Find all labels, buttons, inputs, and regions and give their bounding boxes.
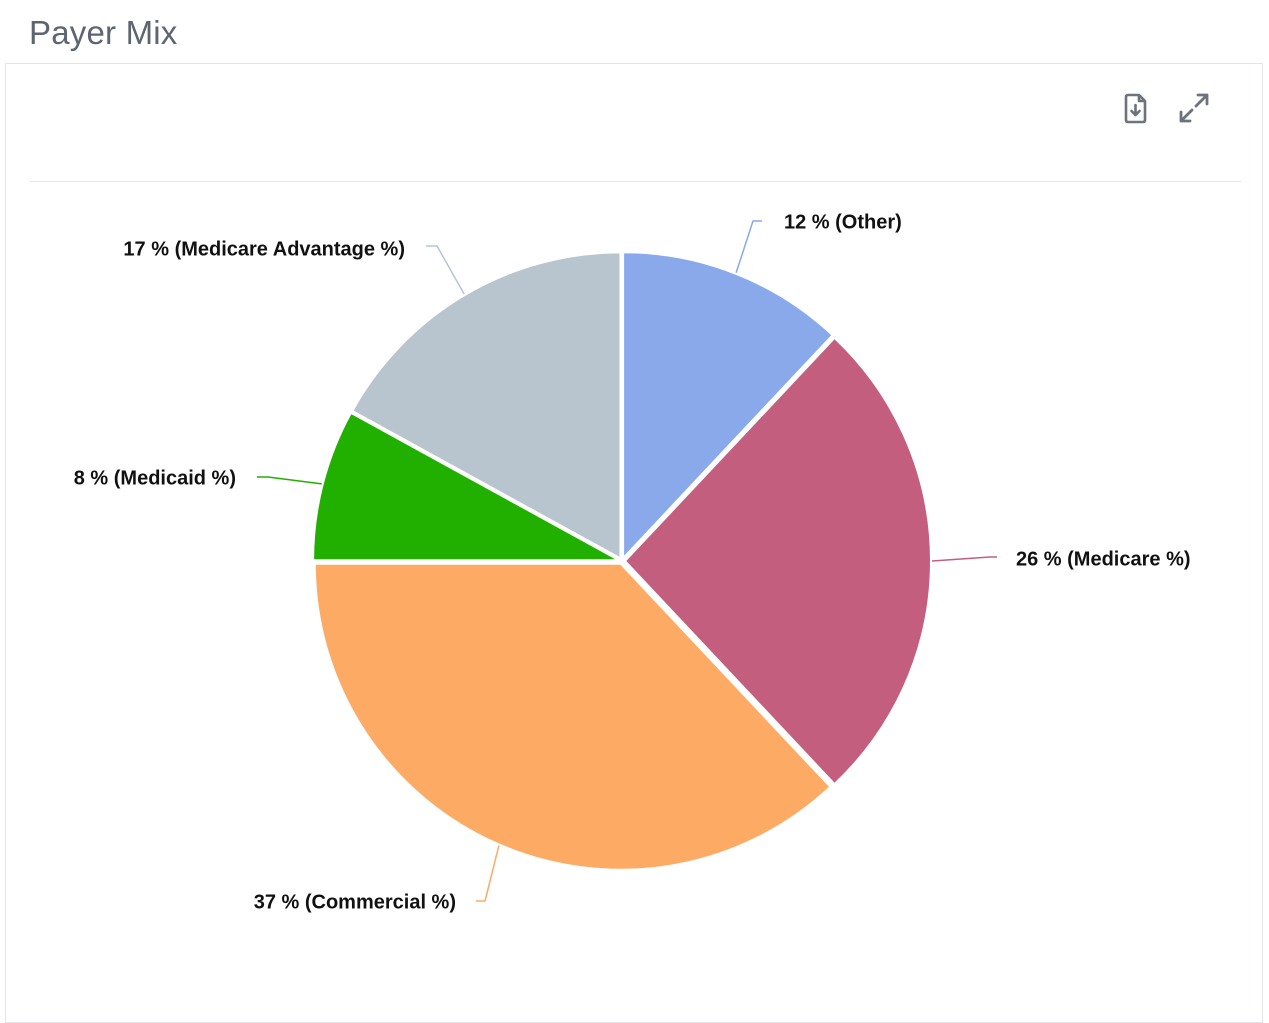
expand-arrows-icon: [1179, 93, 1209, 123]
slice-label: 8 % (Medicaid %): [74, 467, 236, 489]
leader-line: [426, 245, 465, 295]
leader-line: [735, 220, 762, 274]
download-button[interactable]: [1118, 90, 1154, 126]
file-download-icon: [1124, 93, 1147, 124]
payer-mix-pie-chart: 12 % (Other) 26 % (Medicare %) 37 % (Comme…: [74, 211, 1191, 913]
slice-label: 12 % (Other): [784, 211, 902, 233]
pie-slice-medicaid[interactable]: [312, 411, 621, 562]
toolbar-divider: [30, 181, 1241, 182]
slice-label: 17 % (Medicare Advantage %): [123, 238, 405, 260]
leader-line: [257, 476, 322, 485]
expand-button[interactable]: [1176, 90, 1212, 126]
pie-slice-commercial[interactable]: [313, 562, 832, 871]
slice-label: 26 % (Medicare %): [1016, 548, 1191, 570]
leader-line: [476, 845, 500, 902]
page-title: Payer Mix: [29, 14, 178, 51]
slice-label: 37 % (Commercial %): [254, 891, 456, 913]
pie-slice-medicare-advantage[interactable]: [351, 251, 622, 560]
pie-slice-medicare[interactable]: [624, 336, 932, 786]
pie-slice-other[interactable]: [622, 251, 834, 560]
leader-line: [931, 556, 997, 562]
